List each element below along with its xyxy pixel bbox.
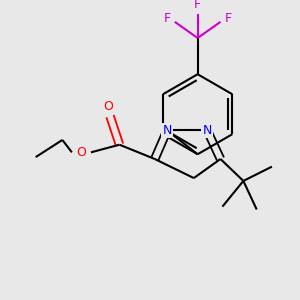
Text: F: F — [164, 11, 171, 25]
Text: N: N — [163, 124, 172, 137]
Text: F: F — [225, 11, 232, 25]
Text: F: F — [194, 0, 201, 11]
Text: O: O — [76, 146, 86, 159]
Text: N: N — [202, 124, 212, 137]
Text: O: O — [103, 100, 113, 113]
